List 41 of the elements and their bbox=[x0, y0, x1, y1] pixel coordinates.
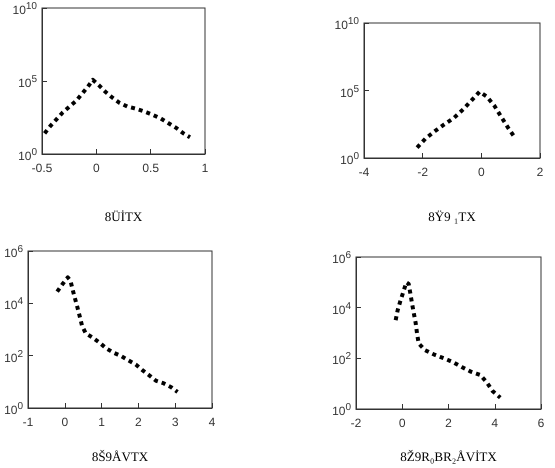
x-tick-label: -4 bbox=[358, 165, 370, 179]
x-tick-label: 6 bbox=[538, 416, 545, 430]
y-tick-label: 10$^{10}$ bbox=[12, 0, 37, 17]
y-tick-label: 10$^{0}$ bbox=[18, 147, 37, 163]
x-tick-label: 2 bbox=[536, 165, 544, 179]
y-tick-label: 10$^{0}$ bbox=[332, 401, 351, 418]
y-tick-label: 10$^{6}$ bbox=[332, 249, 351, 266]
x-tick-label: 4 bbox=[491, 416, 498, 430]
x-tick-label: -2 bbox=[417, 165, 428, 179]
x-tick-label: 4 bbox=[208, 415, 216, 429]
x-tick-label: 1 bbox=[98, 415, 106, 429]
x-axis-title: 8Ž9R₀BR₂ÅVİTX bbox=[400, 449, 498, 464]
x-tick-label: 2 bbox=[445, 416, 452, 430]
x-tick-label: -1 bbox=[22, 415, 34, 429]
x-tick-label: 0 bbox=[61, 415, 68, 429]
line-series bbox=[394, 280, 502, 400]
y-tick-label: 10$^{2}$ bbox=[4, 348, 23, 365]
x-axis-title: 8Ÿ9 ₁TX bbox=[428, 209, 476, 224]
x-tick-label: 0 bbox=[478, 165, 485, 179]
y-tick-label: 10$^{5}$ bbox=[18, 73, 37, 90]
x-tick-label: 2 bbox=[135, 415, 142, 429]
x-axis-title: 8ÜİTX bbox=[104, 209, 143, 224]
x-tick-label: 3 bbox=[172, 415, 179, 429]
x-tick-label: 0 bbox=[398, 416, 406, 430]
x-axis-title: 8Š9ÅVTX bbox=[92, 449, 149, 464]
y-tick-label: 10$^{4}$ bbox=[332, 300, 351, 317]
line-series bbox=[55, 275, 180, 394]
y-tick-label: 10$^{2}$ bbox=[332, 350, 351, 368]
line-series bbox=[415, 90, 516, 150]
y-tick-label: 10$^{10}$ bbox=[334, 15, 359, 32]
x-tick-label: 0.5 bbox=[142, 161, 160, 175]
x-tick-label: -0.5 bbox=[32, 161, 53, 175]
y-tick-label: 10$^{5}$ bbox=[340, 82, 359, 100]
x-tick-label: -2 bbox=[350, 416, 362, 430]
x-tick-label: 1 bbox=[202, 161, 209, 175]
y-tick-label: 10$^{6}$ bbox=[4, 243, 23, 260]
y-tick-label: 10$^{4}$ bbox=[4, 295, 23, 312]
x-tick-label: 0 bbox=[92, 161, 100, 175]
y-tick-label: 10$^{0}$ bbox=[340, 150, 359, 167]
y-tick-label: 10$^{0}$ bbox=[4, 400, 23, 417]
line-series bbox=[42, 78, 192, 140]
